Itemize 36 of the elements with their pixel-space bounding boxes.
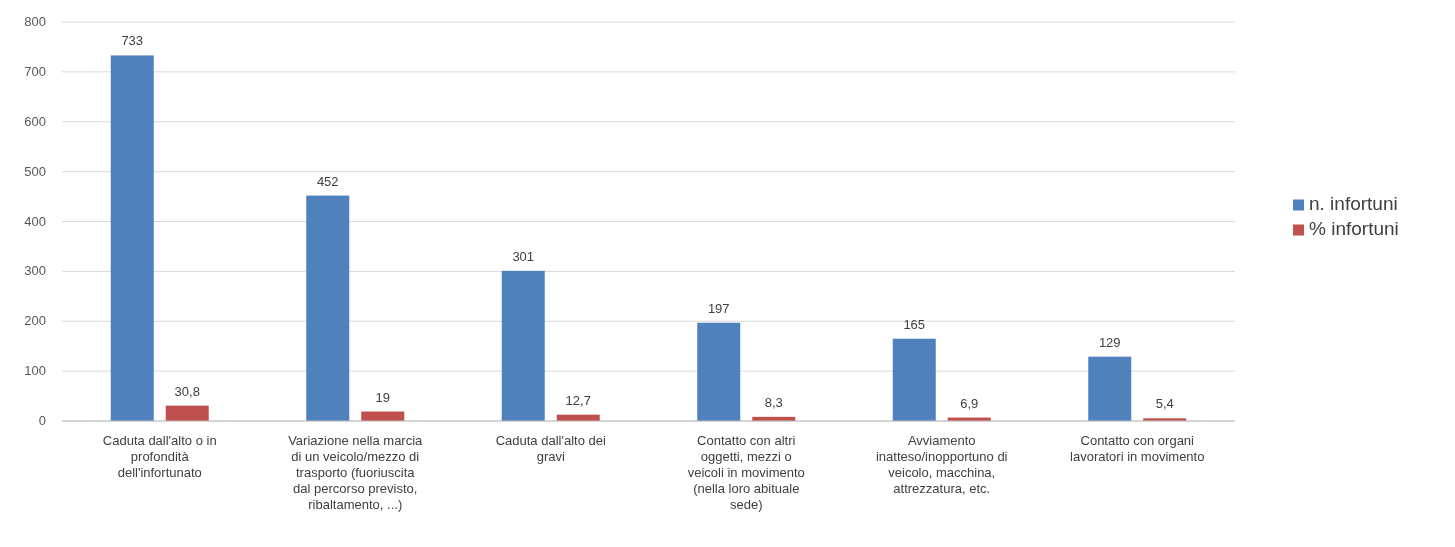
- data-label: 129: [1098, 334, 1121, 350]
- data-label: 197: [707, 300, 730, 316]
- x-tick-label: Contatto con organi lavoratori in movimento: [1070, 433, 1205, 464]
- bar: [697, 322, 741, 421]
- bar: [165, 405, 209, 421]
- x-tick-label: Avviamento inatteso/inopportuno di veicolo, macchina, attrezzatura, etc.: [875, 433, 1008, 496]
- bar: [501, 270, 545, 421]
- data-label: 165: [903, 316, 926, 332]
- data-label: 301: [512, 248, 535, 264]
- x-tick-label: Caduta dall'alto dei gravi: [495, 433, 606, 464]
- x-tick-label: Contatto con altri oggetti, mezzi o veicoli in movimento (nella loro abituale sede): [687, 433, 805, 512]
- bar: [110, 55, 154, 421]
- data-label: 452: [316, 173, 339, 189]
- y-tick-label: 800: [24, 14, 46, 29]
- data-label: 30,8: [174, 383, 200, 399]
- y-tick-label: 500: [24, 163, 46, 179]
- y-tick-label: 700: [24, 63, 46, 79]
- data-label: 12,7: [565, 392, 591, 408]
- legend-label: % infortuni: [1309, 217, 1399, 239]
- y-tick-label: 0: [38, 413, 46, 428]
- data-label: 733: [121, 33, 144, 49]
- data-label: 19: [375, 389, 390, 405]
- y-tick-label: 600: [24, 113, 46, 129]
- legend-label: n. infortuni: [1309, 192, 1398, 214]
- bar: [306, 195, 350, 421]
- bar: [1088, 356, 1132, 421]
- data-label: 5,4: [1155, 396, 1174, 412]
- y-tick-label: 300: [24, 263, 46, 279]
- data-label: 8,3: [764, 394, 783, 410]
- data-label: 6,9: [960, 395, 979, 411]
- x-tick-label: Caduta dall'alto o in profondità dell'infortunato: [102, 433, 217, 480]
- bar: [892, 338, 936, 421]
- x-tick-label: Variazione nella marcia di un veicolo/mezzo di trasporto (fuoriuscita dal percorso previsto, ribaltamento, ...): [288, 433, 424, 512]
- y-tick-label: 200: [24, 313, 46, 329]
- y-tick-label: 100: [24, 363, 46, 379]
- y-tick-label: 400: [24, 213, 46, 229]
